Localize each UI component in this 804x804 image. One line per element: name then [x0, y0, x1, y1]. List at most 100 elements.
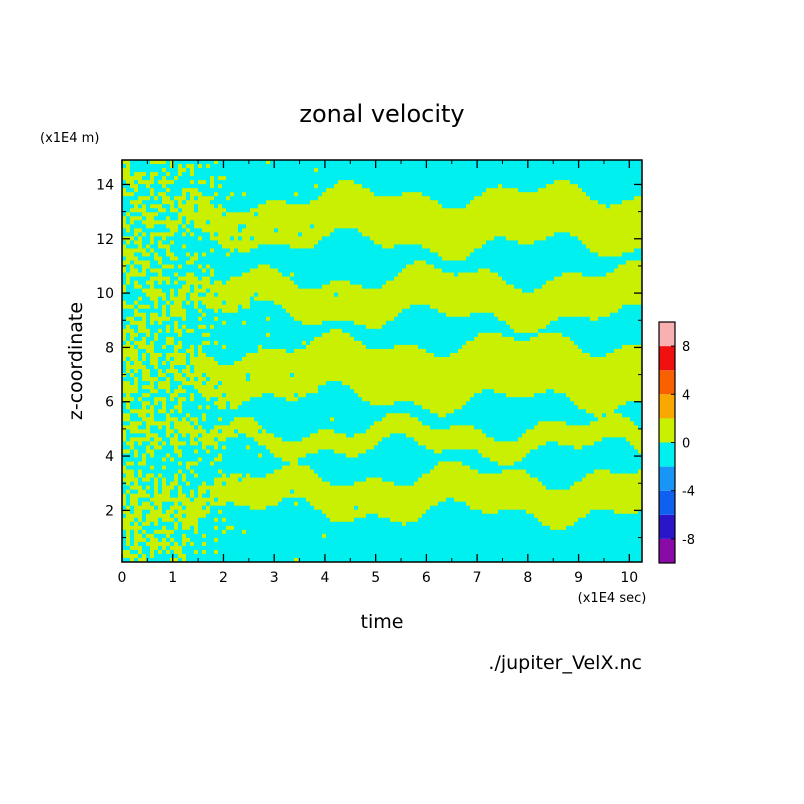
heatmap-cell: [134, 381, 139, 386]
heatmap-cell: [186, 168, 191, 173]
heatmap-cell: [170, 421, 175, 426]
heatmap-cell: [146, 517, 151, 523]
heatmap-cell: [262, 292, 267, 298]
heatmap-cell: [266, 232, 271, 237]
heatmap-cell: [162, 437, 167, 442]
heatmap-cell: [290, 545, 295, 551]
heatmap-cell: [318, 224, 323, 229]
heatmap-cell: [286, 377, 291, 382]
heatmap-cell: [210, 244, 215, 249]
heatmap-cell: [190, 236, 195, 241]
heatmap-cell: [122, 489, 127, 495]
heatmap-cell: [286, 160, 291, 165]
heatmap-cell: [226, 369, 231, 374]
heatmap-cell: [278, 413, 283, 418]
heatmap-cell: [306, 437, 311, 442]
heatmap-cell: [286, 513, 291, 519]
heatmap-cell: [314, 312, 319, 318]
heatmap-cell: [306, 224, 311, 229]
heatmap-cell: [186, 409, 191, 414]
heatmap-cell: [202, 437, 207, 442]
heatmap-cell: [154, 541, 159, 547]
heatmap-cell: [318, 348, 323, 354]
heatmap-cell: [306, 457, 311, 462]
heatmap-cell: [170, 361, 175, 366]
heatmap-cell: [266, 300, 271, 306]
heatmap-cell: [290, 537, 295, 543]
heatmap-cell: [234, 417, 239, 422]
heatmap-cell: [298, 328, 303, 334]
heatmap-cell: [142, 553, 147, 559]
heatmap-cell: [250, 541, 255, 547]
heatmap-cell: [122, 477, 127, 482]
heatmap-cell: [294, 340, 299, 346]
heatmap-cell: [302, 413, 307, 418]
heatmap-cell: [206, 268, 211, 273]
heatmap-cell: [226, 316, 231, 322]
heatmap-cell: [234, 429, 239, 434]
heatmap-cell: [194, 168, 199, 173]
heatmap-cell: [226, 264, 231, 269]
heatmap-cell: [306, 421, 311, 426]
heatmap-cell: [306, 328, 311, 334]
heatmap-cell: [222, 164, 227, 169]
heatmap-cell: [318, 188, 323, 193]
heatmap-cell: [178, 473, 183, 478]
heatmap-cell: [138, 385, 143, 390]
heatmap-cell: [206, 236, 211, 241]
heatmap-cell: [142, 300, 147, 306]
heatmap-cell: [202, 417, 207, 422]
heatmap-cell: [162, 389, 167, 394]
heatmap-cell: [206, 212, 211, 217]
heatmap-cell: [242, 216, 247, 221]
heatmap-cell: [162, 505, 167, 511]
heatmap-cell: [186, 204, 191, 209]
heatmap-cell: [130, 264, 135, 269]
heatmap-cell: [186, 481, 191, 487]
heatmap-cell: [170, 292, 175, 298]
heatmap-cell: [262, 332, 267, 338]
heatmap-cell: [178, 164, 183, 169]
heatmap-cell: [214, 168, 219, 173]
heatmap-cell: [166, 304, 171, 310]
heatmap-cell: [126, 336, 131, 342]
heatmap-cell: [130, 280, 135, 286]
heatmap-cell: [166, 220, 171, 225]
heatmap-cell: [214, 340, 219, 346]
heatmap-cell: [206, 280, 211, 286]
heatmap-cell: [182, 256, 187, 261]
heatmap-cell: [150, 373, 155, 378]
heatmap-cell: [262, 172, 267, 177]
heatmap-cell: [162, 228, 167, 233]
heatmap-cell: [254, 172, 259, 177]
heatmap-cell: [242, 553, 247, 559]
heatmap-cell: [178, 485, 183, 491]
heatmap-cell: [166, 505, 171, 511]
heatmap-cell: [302, 541, 307, 547]
heatmap-cell: [274, 172, 279, 177]
heatmap-cell: [282, 373, 287, 378]
heatmap-cell: [130, 409, 135, 414]
heatmap-cell: [250, 413, 255, 418]
heatmap-cell: [230, 252, 235, 257]
heatmap-cell: [202, 324, 207, 330]
heatmap-cell: [218, 405, 223, 410]
heatmap-cell: [138, 445, 143, 450]
heatmap-cell: [190, 421, 195, 426]
heatmap-cell: [234, 252, 239, 257]
heatmap-cell: [130, 489, 135, 495]
heatmap-cell: [294, 373, 299, 378]
heatmap-cell: [142, 216, 147, 221]
heatmap-cell: [302, 168, 307, 173]
heatmap-cell: [314, 525, 319, 531]
heatmap-cell: [318, 413, 323, 418]
heatmap-cell: [298, 228, 303, 233]
heatmap-cell: [170, 425, 175, 430]
heatmap-cell: [258, 461, 263, 466]
heatmap-cell: [154, 437, 159, 442]
heatmap-cell: [206, 336, 211, 342]
heatmap-cell: [194, 224, 199, 229]
heatmap-cell: [226, 529, 231, 535]
heatmap-cell: [254, 164, 259, 169]
heatmap-cell: [174, 352, 179, 358]
